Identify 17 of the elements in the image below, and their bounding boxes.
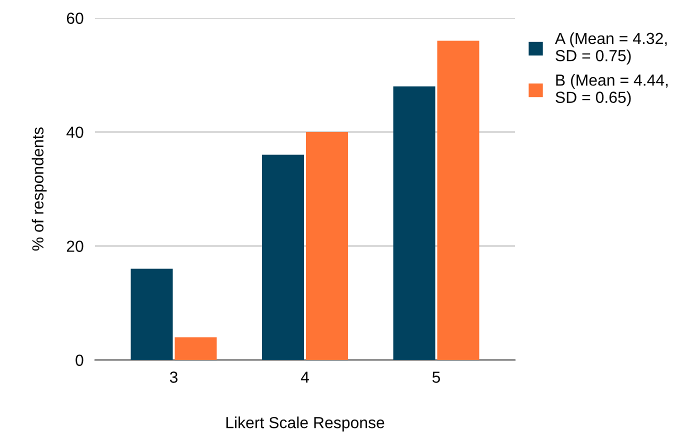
x-tick-label: 5 bbox=[432, 372, 440, 383]
x-tick-label: 4 bbox=[300, 372, 309, 383]
legend-label: B (Mean = 4.44, SD = 0.65) bbox=[556, 74, 668, 106]
y-tick-label: 0 bbox=[76, 354, 84, 366]
y-tick-label: 20 bbox=[66, 240, 84, 252]
y-tick-label: 40 bbox=[66, 126, 84, 138]
x-axis-title: Likert Scale Response bbox=[226, 416, 384, 432]
bar bbox=[393, 86, 436, 360]
bar bbox=[262, 154, 304, 360]
bar bbox=[130, 268, 173, 360]
bar bbox=[437, 40, 480, 360]
legend-label: A (Mean = 4.32, SD = 0.75) bbox=[554, 32, 667, 64]
y-axis-title: % of respondents bbox=[32, 127, 47, 251]
bar bbox=[306, 132, 348, 360]
x-tick-label: 3 bbox=[170, 372, 178, 383]
y-tick-label: 60 bbox=[66, 12, 84, 24]
bar bbox=[174, 337, 217, 360]
